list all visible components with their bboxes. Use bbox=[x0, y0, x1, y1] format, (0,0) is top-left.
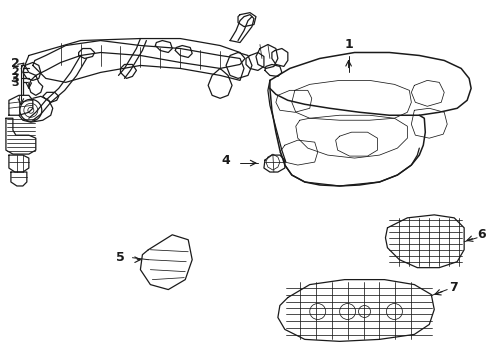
Text: 6: 6 bbox=[477, 228, 486, 241]
Text: 5: 5 bbox=[116, 251, 125, 264]
Text: 3: 3 bbox=[11, 78, 19, 88]
Text: 2: 2 bbox=[10, 57, 19, 70]
Text: 4: 4 bbox=[221, 154, 230, 167]
Text: 2: 2 bbox=[11, 67, 19, 77]
Text: 7: 7 bbox=[449, 281, 458, 294]
Text: 1: 1 bbox=[344, 38, 353, 51]
Text: 3: 3 bbox=[11, 72, 19, 85]
